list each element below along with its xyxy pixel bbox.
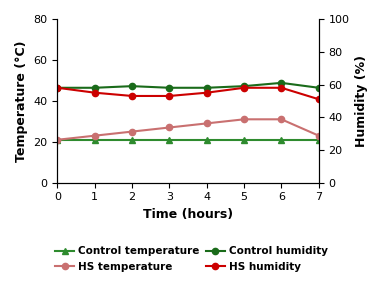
Legend: Control temperature, HS temperature, Control humidity, HS humidity: Control temperature, HS temperature, Con… (51, 242, 332, 276)
Y-axis label: Humidity (%): Humidity (%) (355, 55, 368, 147)
X-axis label: Time (hours): Time (hours) (143, 208, 233, 221)
Y-axis label: Temperature (°C): Temperature (°C) (15, 40, 28, 162)
